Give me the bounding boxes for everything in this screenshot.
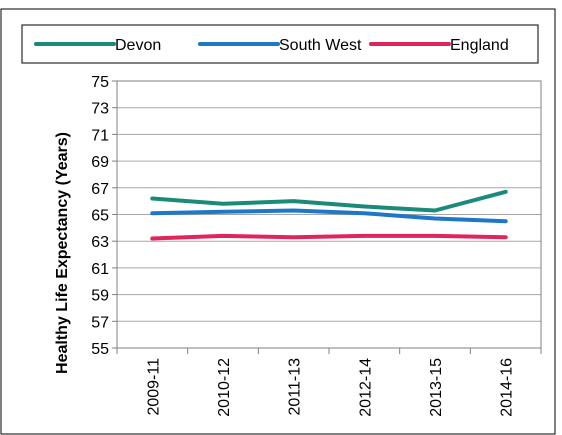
- y-tick-label: 57: [91, 314, 109, 331]
- y-tick-label: 65: [91, 208, 109, 225]
- y-tick-label: 55: [91, 341, 109, 358]
- x-tick-label: 2012-14: [357, 358, 374, 417]
- series-line-south-west: [150, 208, 508, 224]
- y-tick-label: 61: [91, 261, 109, 278]
- series-line-devon: [150, 189, 508, 213]
- y-tick-label: 69: [91, 154, 109, 171]
- series-layer: [150, 189, 508, 241]
- y-tick-label: 59: [91, 288, 109, 305]
- y-tick-label: 71: [91, 127, 109, 144]
- x-tick-label: 2009-11: [145, 358, 162, 416]
- x-axis: 2009-11 2010-12 2011-13 2012-14 2013-15 2014-…: [116, 347, 542, 417]
- x-tick-label: 2011-13: [287, 358, 304, 416]
- chart-border: [0, 8, 556, 435]
- legend-label-devon: Devon: [115, 37, 161, 54]
- x-tick-label: 2013-15: [428, 358, 445, 417]
- x-tick-label: 2014-16: [499, 358, 516, 417]
- legend-label-england: England: [450, 37, 509, 54]
- legend-label-south-west: South West: [279, 37, 362, 54]
- series-line-england: [150, 233, 508, 241]
- y-axis-title: Healthy Life Expectancy (Years): [54, 132, 71, 374]
- x-tick-label: 2010-12: [216, 358, 233, 417]
- y-tick-label: 63: [91, 234, 109, 251]
- legend: Devon South West England: [21, 24, 539, 64]
- y-tick-label: 75: [91, 74, 109, 91]
- y-axis: 55 57 59 61 63 65 67 69 71 73 75: [91, 74, 118, 358]
- y-tick-label: 67: [91, 181, 109, 198]
- y-tick-label: 73: [91, 101, 109, 118]
